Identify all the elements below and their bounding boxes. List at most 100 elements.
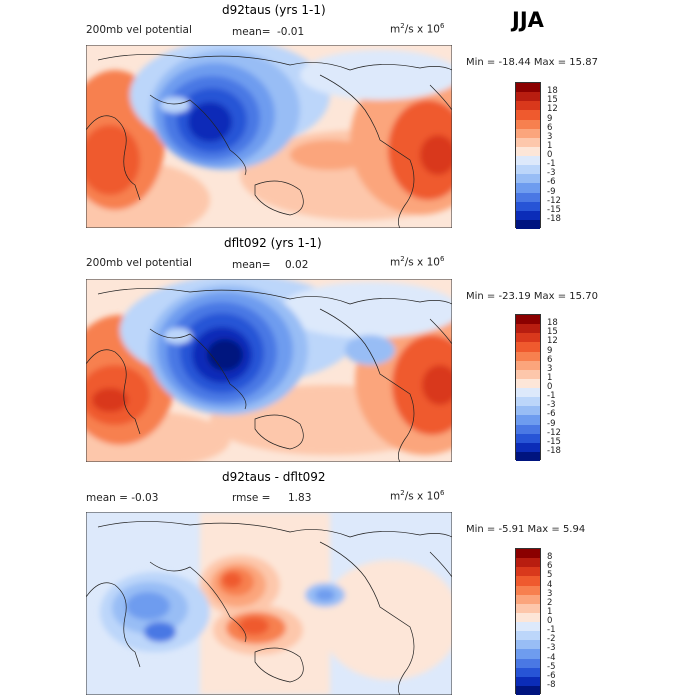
colorbar-tick-label: 4 (547, 579, 553, 590)
colorbar-tick-label: 1 (547, 606, 553, 617)
colorbar-tick-label: -3 (547, 168, 556, 179)
colorbar-swatch (516, 219, 540, 229)
panel-3-rmse-label: rmse = (232, 492, 271, 504)
colorbar-swatch (516, 451, 540, 461)
colorbar-tick-label: -6 (547, 409, 556, 420)
colorbar-swatch (516, 101, 540, 111)
colorbar-swatch (516, 567, 540, 577)
panel-2-variable-label: 200mb vel potential (86, 257, 192, 269)
colorbar-tick-label: -9 (547, 186, 556, 197)
colorbar-swatch (516, 324, 540, 334)
colorbar-tick-label: 6 (547, 354, 553, 365)
colorbar-swatch (516, 433, 540, 443)
panel-3-units: m2/s x 106 (390, 489, 445, 503)
colorbar-swatch (516, 156, 540, 166)
colorbar-tick-label: 5 (547, 570, 553, 581)
colorbar-swatch (516, 612, 540, 622)
panel-2-title: dflt092 (yrs 1-1) (224, 236, 322, 250)
colorbar-swatch (516, 201, 540, 211)
colorbar-swatch (516, 685, 540, 695)
colorbar-swatch (516, 676, 540, 686)
colorbar-swatch (516, 640, 540, 650)
colorbar-swatch (516, 442, 540, 452)
colorbar-tick-label: 3 (547, 363, 553, 374)
colorbar-swatch (516, 351, 540, 361)
colorbar-swatch (516, 128, 540, 138)
colorbar-tick-label: 2 (547, 597, 553, 608)
colorbar-swatch (516, 137, 540, 147)
panel-2-colorbar (515, 314, 541, 461)
colorbar-tick-label: 8 (547, 552, 553, 563)
panel-2-map (86, 279, 452, 462)
colorbar-swatch (516, 183, 540, 193)
colorbar-tick-label: -6 (547, 670, 556, 681)
colorbar-tick-label: -15 (547, 204, 561, 215)
colorbar-swatch (516, 369, 540, 379)
panel-3-rmse-value: 1.83 (288, 492, 312, 504)
colorbar-swatch (516, 603, 540, 613)
colorbar-tick-label: -6 (547, 177, 556, 188)
colorbar-tick-label: -2 (547, 634, 556, 645)
colorbar-swatch (516, 594, 540, 604)
colorbar-swatch (516, 342, 540, 352)
colorbar-swatch (516, 165, 540, 175)
colorbar-tick-label: -5 (547, 661, 556, 672)
colorbar-swatch (516, 415, 540, 425)
colorbar-tick-label: -8 (547, 679, 556, 690)
colorbar-tick-label: 12 (547, 336, 558, 347)
colorbar-tick-label: 9 (547, 345, 553, 356)
panel-3-map (86, 512, 452, 695)
colorbar-tick-label: 1 (547, 372, 553, 383)
colorbar-swatch (516, 397, 540, 407)
panel-1-units: m2/s x 106 (390, 22, 445, 36)
panel-3-min-max: Min = -5.91 Max = 5.94 (466, 524, 586, 535)
colorbar-swatch (516, 192, 540, 202)
colorbar-swatch (516, 119, 540, 129)
colorbar-tick-label: -15 (547, 436, 561, 447)
panel-3-colorbar (515, 548, 541, 695)
colorbar-swatch (516, 576, 540, 586)
panel-1-title: d92taus (yrs 1-1) (222, 3, 326, 17)
colorbar-tick-label: 1 (547, 140, 553, 151)
colorbar-swatch (516, 558, 540, 568)
colorbar-tick-label: 15 (547, 95, 558, 106)
panel-3-mean-label: mean = -0.03 (86, 492, 159, 504)
colorbar-swatch (516, 622, 540, 632)
colorbar-tick-label: 15 (547, 327, 558, 338)
colorbar-swatch (516, 388, 540, 398)
colorbar-tick-label: 18 (547, 86, 558, 97)
colorbar-swatch (516, 667, 540, 677)
colorbar-swatch (516, 406, 540, 416)
colorbar-swatch (516, 360, 540, 370)
panel-1-map (86, 45, 452, 228)
panel-1-mean-value: -0.01 (277, 26, 305, 38)
panel-2-mean-value: 0.02 (285, 259, 309, 271)
colorbar-swatch (516, 315, 540, 325)
panel-1-variable-label: 200mb vel potential (86, 24, 192, 36)
colorbar-tick-label: -12 (547, 195, 561, 206)
colorbar-swatch (516, 378, 540, 388)
panel-3-title: d92taus - dflt092 (222, 470, 326, 484)
panel-2-mean-label: mean= (232, 259, 271, 271)
colorbar-tick-label: 0 (547, 150, 553, 160)
colorbar-swatch (516, 146, 540, 156)
colorbar-tick-label: 0 (547, 382, 553, 392)
colorbar-tick-label: 3 (547, 131, 553, 142)
colorbar-tick-label: -9 (547, 418, 556, 429)
colorbar-tick-label: 6 (547, 561, 553, 572)
colorbar-tick-label: -18 (547, 213, 561, 224)
panel-1-min-max: Min = -18.44 Max = 15.87 (466, 57, 598, 68)
season-label: JJA (512, 8, 544, 32)
colorbar-swatch (516, 333, 540, 343)
colorbar-tick-label: -1 (547, 625, 556, 636)
colorbar-tick-label: 6 (547, 122, 553, 133)
colorbar-swatch (516, 585, 540, 595)
panel-1-colorbar (515, 82, 541, 229)
colorbar-tick-label: -3 (547, 643, 556, 654)
panel-1-mean-label: mean= (232, 26, 271, 38)
colorbar-tick-label: 12 (547, 104, 558, 115)
colorbar-tick-label: -1 (547, 159, 556, 170)
colorbar-tick-label: -18 (547, 445, 561, 456)
colorbar-tick-label: 9 (547, 113, 553, 124)
